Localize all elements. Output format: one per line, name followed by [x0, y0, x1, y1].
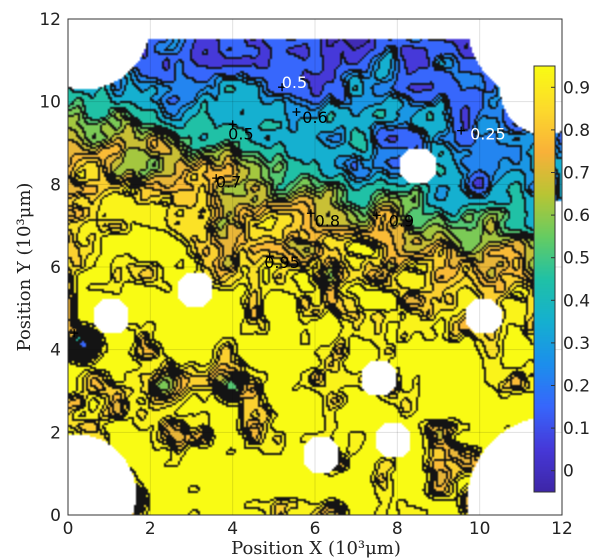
- y-tick-label: 2: [50, 423, 61, 443]
- contour-label: 0.6: [302, 108, 327, 127]
- contour-label-marker: [372, 211, 381, 220]
- y-tick-label: 12: [39, 10, 61, 30]
- contour-label: 0.9: [389, 212, 414, 231]
- contour-label-layer: 0.5 0.25 0.6 0.5 0.7 0.8 0.9 0.95: [216, 73, 506, 272]
- contour-label: 0.5: [282, 73, 307, 92]
- colorbar-tick-label: 0.8: [563, 121, 590, 141]
- colorbar-tick-label: 0.9: [563, 78, 590, 98]
- colorbar-tick-label: 0.6: [563, 206, 590, 226]
- colorbar-ticks: 0 0.1 0.2 0.3 0.4 0.5 0.6 0.7 0.8 0.9: [551, 78, 590, 482]
- x-axis-label: Position X (10³μm): [231, 538, 401, 558]
- colorbar-tick-label: 0.7: [563, 164, 590, 184]
- y-axis-ticks: 0 2 4 6 8 10 12: [39, 10, 61, 526]
- x-axis-ticks: 0 2 4 6 8 10 12: [63, 519, 573, 539]
- colorbar-tick-label: 0.4: [563, 291, 590, 311]
- x-tick-label: 2: [145, 519, 156, 539]
- colorbar-tick-label: 0.3: [563, 334, 590, 354]
- plot-area: 0.5 0.25 0.6 0.5 0.7 0.8 0.9 0.95: [67, 18, 563, 516]
- x-tick-label: 12: [551, 519, 573, 539]
- y-tick-label: 0: [50, 506, 61, 526]
- x-tick-label: 4: [227, 519, 238, 539]
- colorbar-tick-label: 0.1: [563, 419, 590, 439]
- colorbar-tick-label: 0.2: [563, 377, 590, 397]
- colorbar-gradient: [534, 66, 555, 492]
- contour-label-marker: [70, 329, 79, 338]
- colorbar-tick-label: 0.5: [563, 249, 590, 269]
- x-tick-label: 8: [392, 519, 403, 539]
- contour-label: 0.7: [216, 172, 241, 191]
- y-tick-label: 6: [50, 258, 61, 278]
- colorbar-tick-label: 0: [563, 462, 574, 482]
- y-tick-label: 10: [39, 93, 61, 113]
- y-tick-label: 4: [50, 341, 61, 361]
- contour-label: 0.25: [470, 125, 506, 144]
- contour-label: 0.5: [228, 125, 253, 144]
- contour-label-marker: [457, 126, 466, 135]
- heatmap-image: [68, 19, 562, 515]
- x-tick-label: 6: [310, 519, 321, 539]
- contour-label-marker: [306, 209, 315, 218]
- y-axis-label: Position Y (10³μm): [14, 183, 35, 352]
- colorbar: 0 0.1 0.2 0.3 0.4 0.5 0.6 0.7 0.8 0.9: [533, 65, 590, 493]
- y-tick-label: 8: [50, 175, 61, 195]
- contour-label-marker: [228, 120, 237, 129]
- contour-label-marker: [292, 108, 301, 116]
- contour-label-marker: [265, 252, 274, 261]
- colorbar-frame: [533, 65, 556, 493]
- x-tick-label: 0: [63, 519, 74, 539]
- contour-label-marker: [212, 174, 221, 183]
- contour-label: 0.95: [264, 253, 300, 272]
- marker-layer: [70, 83, 466, 338]
- plot-frame: [67, 18, 563, 516]
- contour-label-marker: [278, 83, 287, 92]
- x-tick-label: 10: [469, 519, 491, 539]
- contour-label: 0.8: [315, 212, 340, 231]
